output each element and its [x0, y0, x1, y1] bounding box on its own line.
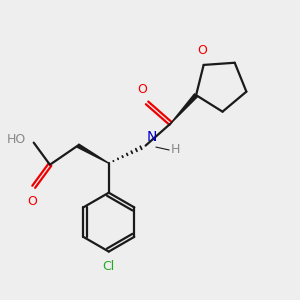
Text: O: O: [197, 44, 207, 57]
Text: H: H: [171, 143, 180, 157]
Text: N: N: [147, 130, 158, 144]
Text: HO: HO: [7, 133, 26, 146]
Polygon shape: [77, 144, 109, 163]
Text: O: O: [138, 82, 148, 95]
Text: Cl: Cl: [103, 260, 115, 273]
Polygon shape: [171, 94, 198, 124]
Text: O: O: [27, 195, 37, 208]
